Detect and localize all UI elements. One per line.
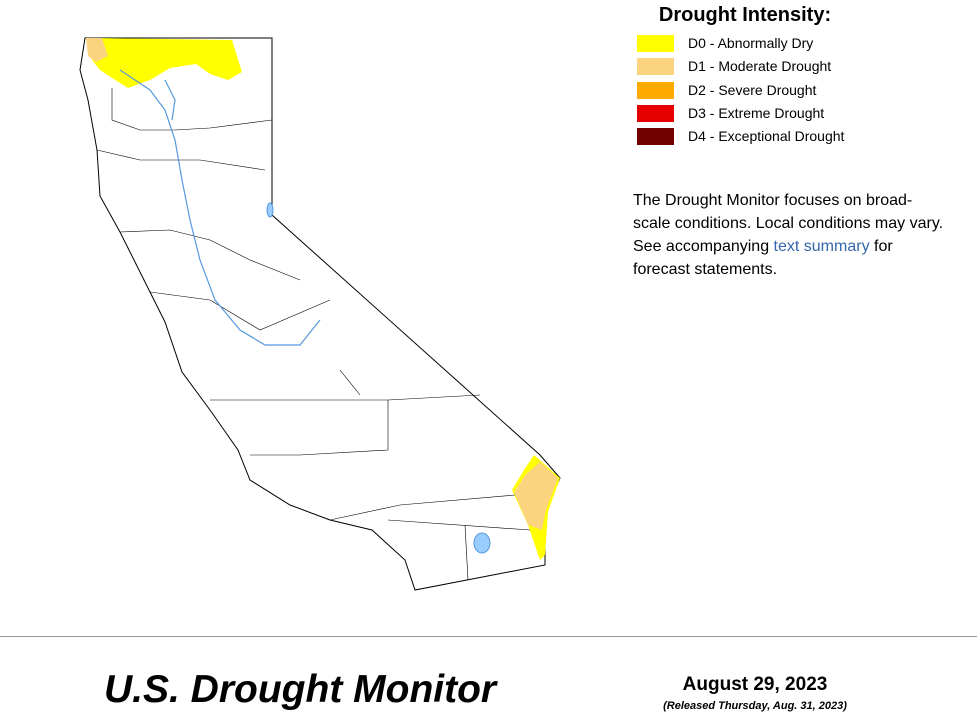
footer-released: (Released Thursday, Aug. 31, 2023) — [663, 700, 847, 712]
legend-swatch — [637, 128, 674, 146]
county-lines — [96, 88, 531, 581]
legend-label: D0 - Abnormally Dry — [688, 35, 814, 51]
legend-swatch — [637, 58, 674, 76]
footer-date: August 29, 2023 — [682, 674, 828, 695]
drought-area — [514, 462, 558, 530]
note-text: The Drought Monitor focuses on broad-sca… — [633, 192, 944, 255]
footer-title: U.S. Drought Monitor — [104, 668, 497, 711]
legend-swatch — [637, 104, 674, 122]
legend-label: D3 - Extreme Drought — [688, 104, 825, 121]
separator — [0, 636, 977, 637]
state-outline — [79, 37, 561, 591]
legend-swatch — [637, 35, 674, 52]
drought-area — [92, 38, 242, 88]
note: The Drought Monitor focuses on broad-sca… — [633, 189, 945, 281]
legend-label: D4 - Exceptional Drought — [688, 128, 845, 145]
drought-area — [86, 38, 108, 62]
legend-swatch — [637, 81, 674, 99]
legend-label: D2 - Severe Drought — [688, 81, 817, 98]
note-text: for forecast statements. — [633, 238, 893, 278]
lake — [473, 532, 491, 554]
rivers — [119, 69, 321, 346]
lake — [266, 202, 274, 218]
text-summary-link[interactable]: text summary — [773, 238, 870, 255]
legend-title: Drought Intensity: — [658, 4, 832, 26]
legend-label: D1 - Moderate Drought — [688, 58, 832, 75]
california-map — [79, 37, 561, 591]
